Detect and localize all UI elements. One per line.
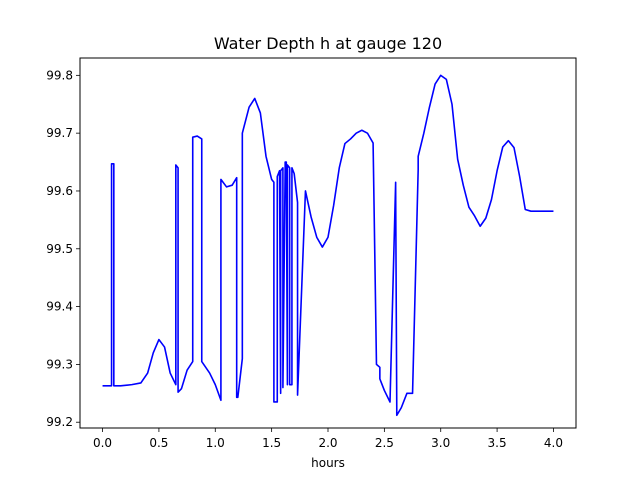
x-axis-ticks: 0.0 0.5 1.0 1.5 2.0 2.5 3.0 3.5 4.0 bbox=[93, 428, 563, 450]
x-axis-label: hours bbox=[311, 456, 345, 470]
y-tick-label: 99.2 bbox=[46, 415, 73, 429]
y-tick-label: 99.8 bbox=[46, 68, 73, 82]
x-tick-label: 1.5 bbox=[262, 436, 281, 450]
x-tick-label: 2.5 bbox=[375, 436, 394, 450]
axes-frame bbox=[79, 57, 577, 429]
y-axis-ticks: 99.2 99.3 99.4 99.5 99.6 99.7 99.8 bbox=[46, 68, 80, 429]
x-tick-label: 0.0 bbox=[93, 436, 112, 450]
series-line-0 bbox=[102, 74, 554, 417]
x-tick-label: 4.0 bbox=[544, 436, 563, 450]
x-tick-label: 0.5 bbox=[149, 436, 168, 450]
y-tick-label: 99.4 bbox=[46, 300, 73, 314]
plot-area bbox=[102, 74, 554, 417]
x-tick-label: 1.0 bbox=[206, 436, 225, 450]
x-tick-label: 3.0 bbox=[431, 436, 450, 450]
chart-title: Water Depth h at gauge 120 bbox=[214, 34, 442, 53]
y-tick-label: 99.7 bbox=[46, 126, 73, 140]
y-tick-label: 99.6 bbox=[46, 184, 73, 198]
x-tick-label: 2.0 bbox=[318, 436, 337, 450]
x-tick-label: 3.5 bbox=[488, 436, 507, 450]
y-tick-label: 99.5 bbox=[46, 242, 73, 256]
y-tick-label: 99.3 bbox=[46, 357, 73, 371]
